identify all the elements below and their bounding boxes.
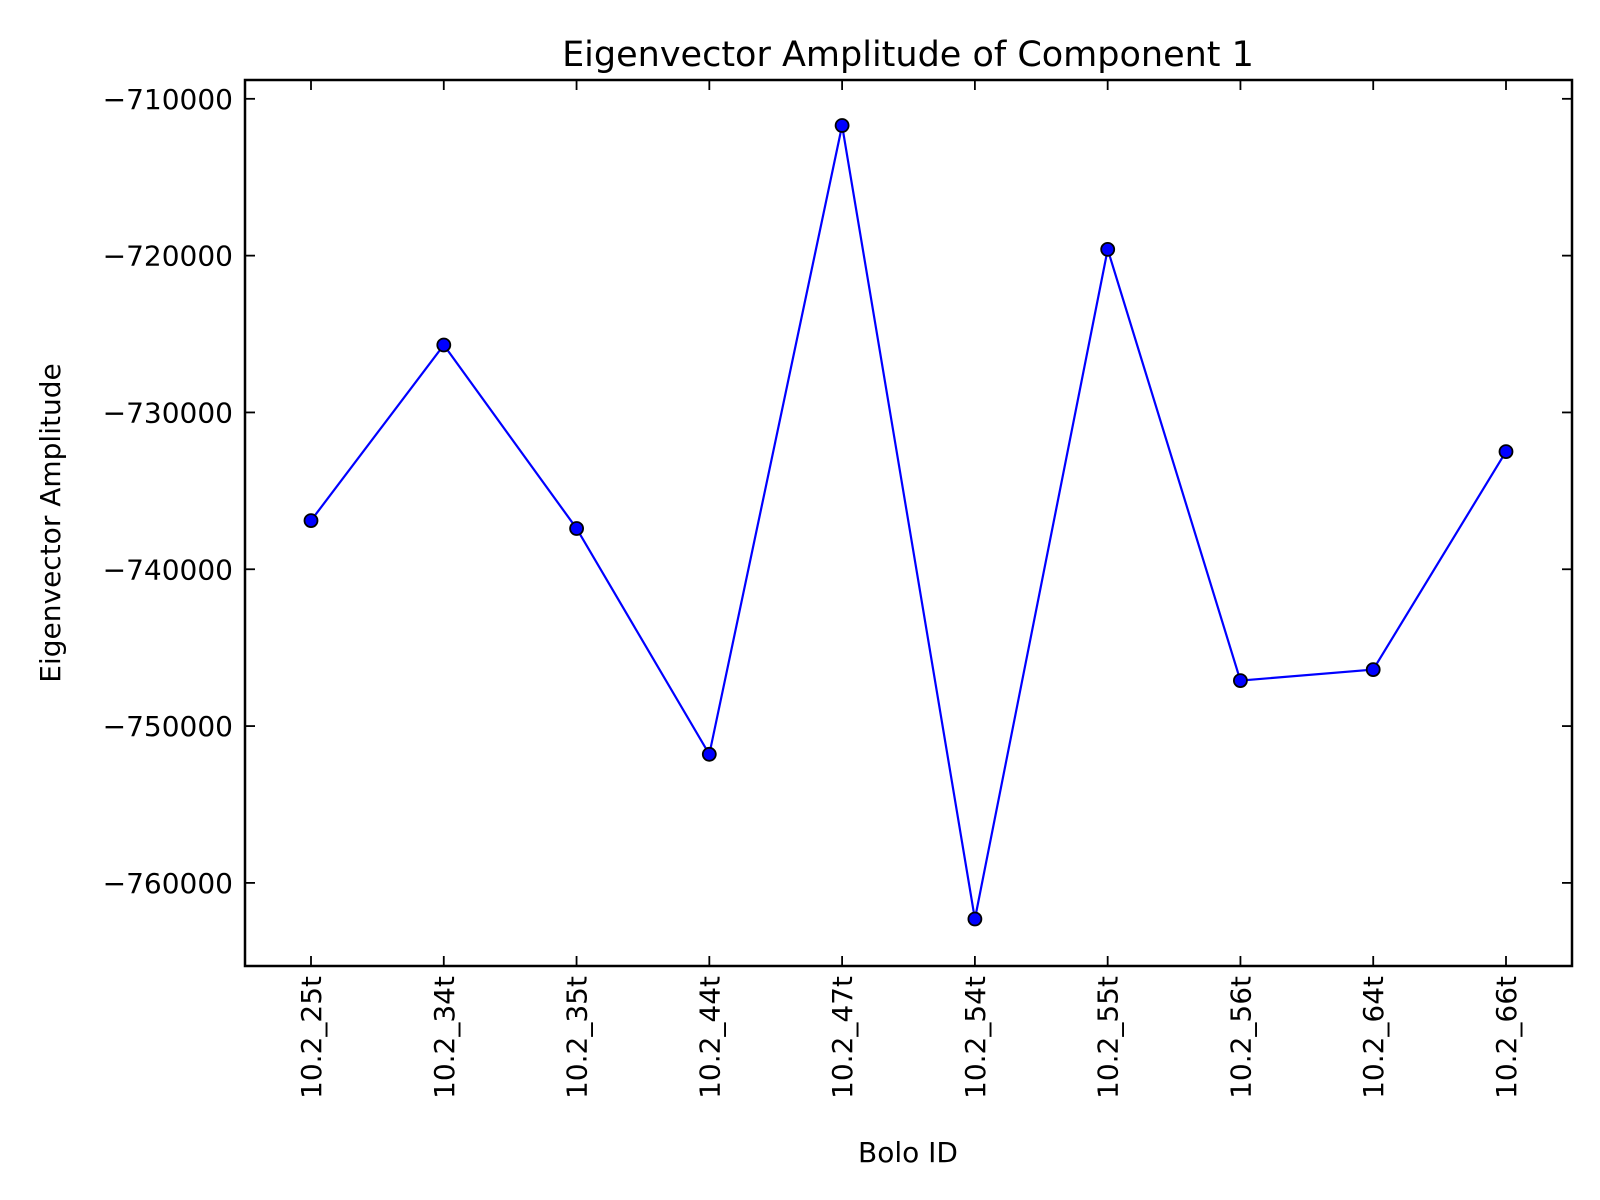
data-point: [967, 911, 983, 927]
y-tick-label: −750000: [103, 710, 233, 743]
x-tick-label: 10.2_54t: [959, 976, 992, 1099]
chart-title: Eigenvector Amplitude of Component 1: [562, 35, 1254, 75]
x-tick-label: 10.2_44t: [693, 976, 726, 1099]
data-point: [1498, 444, 1514, 460]
data-point: [436, 337, 452, 353]
x-tick-label: 10.2_47t: [826, 976, 859, 1099]
y-tick-label: −720000: [103, 240, 233, 273]
series-line: [310, 125, 1507, 920]
data-point: [1100, 241, 1116, 257]
data-point: [303, 513, 319, 528]
y-tick-label: −740000: [103, 553, 233, 586]
y-tick-label: −760000: [103, 867, 233, 900]
x-tick-label: 10.2_66t: [1490, 976, 1523, 1099]
x-axis-label: Bolo ID: [858, 1136, 958, 1169]
y-axis-label: Eigenvector Amplitude: [34, 363, 67, 682]
data-point: [701, 746, 717, 762]
x-tick-label: 10.2_25t: [295, 976, 328, 1099]
data-point: [1365, 662, 1381, 677]
axis-ticks: −710000 −720000 −730000 −740000 −750000 −7600…: [103, 80, 1572, 1099]
data-point: [834, 118, 850, 133]
plot-frame: [243, 78, 1574, 968]
x-tick-label: 10.2_55t: [1092, 976, 1125, 1099]
plot-area: [303, 118, 1514, 927]
x-tick-label: 10.2_56t: [1224, 976, 1257, 1099]
y-tick-label: −730000: [103, 396, 233, 429]
y-tick-label: −710000: [103, 83, 233, 116]
x-tick-label: 10.2_35t: [561, 976, 594, 1099]
data-point: [569, 521, 584, 536]
x-tick-label: 10.2_34t: [428, 976, 461, 1099]
data-point: [1233, 673, 1248, 688]
x-tick-label: 10.2_64t: [1357, 976, 1390, 1099]
